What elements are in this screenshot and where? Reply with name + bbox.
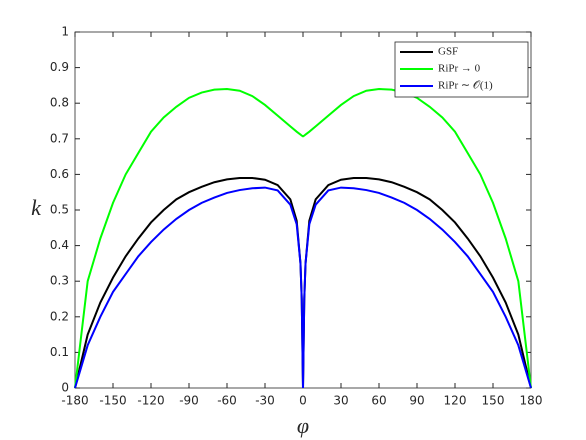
x-tick-label: -150 [99,394,126,408]
x-axis-label: φ [297,413,309,438]
x-tick-label: 30 [333,394,348,408]
x-tick-label: 120 [444,394,467,408]
y-tick-label: 0.5 [50,203,69,217]
x-tick-label: -120 [137,394,164,408]
y-axis-label: k [31,195,42,220]
x-tick-label: 0 [299,394,307,408]
line [74,186,532,389]
x-tick-label: 150 [482,394,505,408]
x-tick-label: -60 [217,394,237,408]
x-tick-label: -90 [179,394,199,408]
y-tick-label: 0.2 [50,309,69,323]
x-tick-label: 60 [371,394,386,408]
x-tick-label: 180 [520,394,543,408]
y-tick-label: 1 [61,25,69,39]
y-tick-label: 0.9 [50,60,69,74]
y-tick-label: 0.4 [50,238,69,252]
legend-label: GSF [438,46,458,58]
x-tick-label: 90 [409,394,424,408]
x-tick-label: -30 [255,394,275,408]
y-tick-label: 0.1 [50,345,69,359]
line [74,87,532,389]
y-tick-label: 0 [61,381,69,395]
y-tick-label: 0.3 [50,274,69,288]
x-tick-label: -180 [61,394,88,408]
legend-label: RiPr ∼ 𝒪(1) [438,80,493,92]
y-tick-label: 0.8 [50,96,69,110]
y-tick-label: 0.6 [50,167,69,181]
y-tick-label: 0.7 [50,131,69,145]
legend-label: RiPr → 0 [438,63,481,75]
